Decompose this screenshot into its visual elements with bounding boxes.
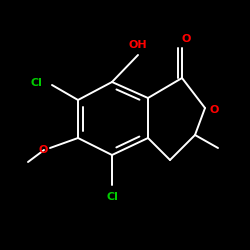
Text: OH: OH xyxy=(129,40,147,50)
Text: Cl: Cl xyxy=(106,192,118,202)
Text: Cl: Cl xyxy=(30,78,42,88)
Text: O: O xyxy=(181,34,191,44)
Text: O: O xyxy=(210,105,220,115)
Text: O: O xyxy=(38,145,48,155)
